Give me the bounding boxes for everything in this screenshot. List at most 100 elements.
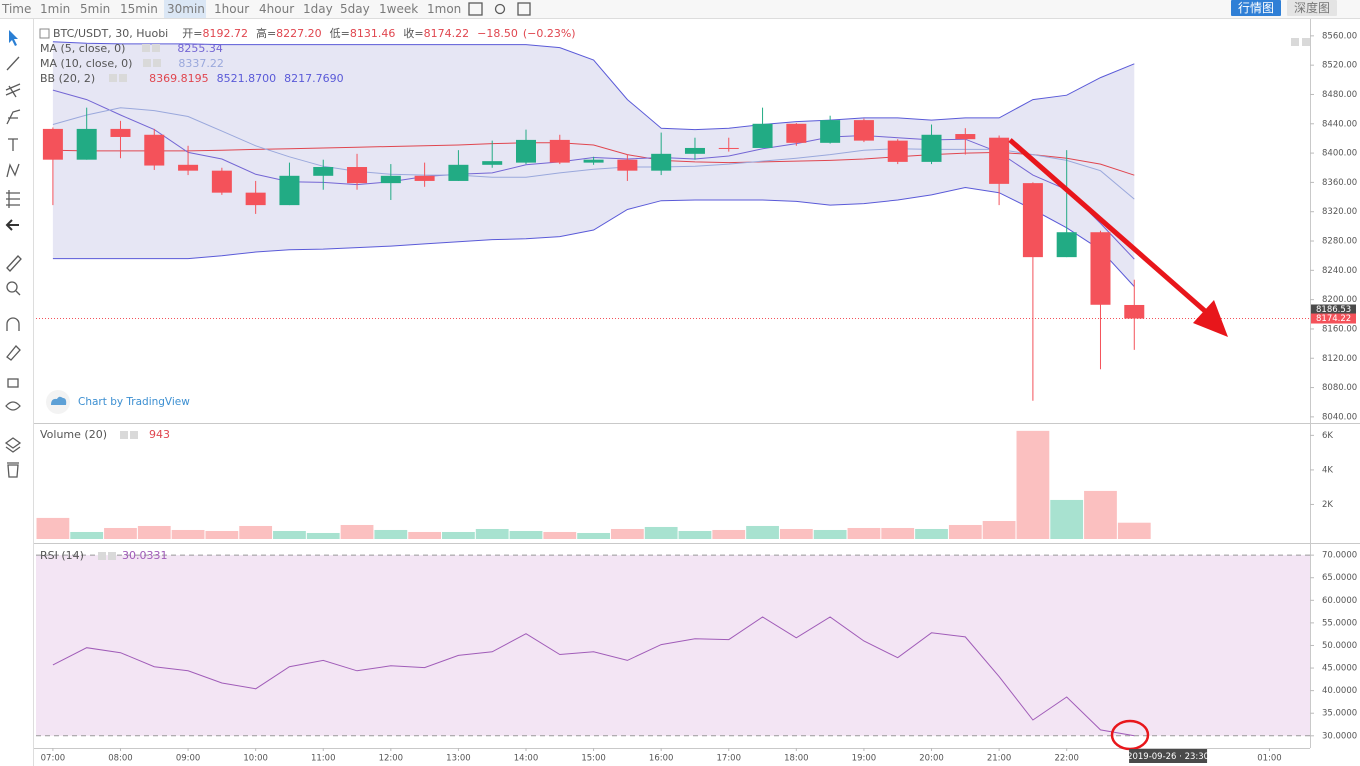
volume-bar [36, 517, 70, 539]
legend-icon[interactable] [130, 431, 138, 439]
volume-legend: Volume (20) 943 [40, 428, 170, 441]
ohlc-value: 8227.20 [276, 27, 322, 40]
plot-area: 8040.00 8080.00 8120.00 8160.00 8200.00 8240.… [36, 31, 1357, 764]
interval-button[interactable]: 5day [340, 2, 370, 16]
view-tab-bg[interactable] [1287, 0, 1337, 16]
candle-body [1022, 183, 1043, 258]
top-toolbar [0, 0, 1360, 18]
volume-bar [779, 528, 813, 539]
ohlc-label: 收= [403, 26, 423, 40]
collapse-icon[interactable] [39, 28, 50, 39]
symbol-title: BTC/USDT, 30, Huobi [53, 27, 168, 40]
volume-bar [915, 528, 948, 539]
pane-button[interactable] [1302, 38, 1310, 46]
candle-body [651, 153, 672, 171]
legend-icon[interactable] [143, 59, 151, 67]
tool-brush[interactable] [6, 109, 21, 125]
tool-text[interactable] [8, 138, 18, 151]
tool-prediction[interactable] [6, 190, 20, 208]
interval-button[interactable]: 1hour [214, 2, 249, 16]
tool-cursor[interactable] [9, 30, 18, 46]
bb-upper [52, 41, 1135, 131]
tool-eye[interactable] [5, 401, 21, 411]
candle-body [110, 128, 131, 137]
interval-button[interactable]: 30min [167, 2, 205, 16]
interval-button[interactable]: 1min [40, 2, 70, 16]
crosshair-price: 8186.53 [1316, 305, 1351, 315]
tool-zoom[interactable] [6, 281, 18, 293]
x-tick-label: 12:00 [379, 754, 404, 764]
y-tick-label: 8080.00 [1322, 383, 1357, 393]
volume-bar [340, 524, 374, 539]
legend-name: MA (10, close, 0) [40, 57, 132, 70]
interval-button[interactable]: 1week [379, 2, 418, 16]
candle-body [1090, 232, 1111, 305]
x-tick-label: 07:00 [41, 754, 66, 764]
candle-body [752, 123, 773, 148]
change-value: −18.50 [477, 27, 518, 40]
volume-bar [813, 529, 847, 539]
tool-back[interactable] [5, 219, 19, 231]
view-tab[interactable]: 行情图 [1238, 1, 1274, 15]
tool-fib[interactable] [5, 83, 21, 98]
tool-ruler[interactable] [6, 255, 22, 272]
candle-body [313, 167, 334, 176]
legend-icon[interactable] [153, 59, 161, 67]
tool-trash[interactable] [7, 462, 19, 478]
candle-body [482, 161, 503, 165]
trend-arrow [1008, 138, 1207, 313]
legend-icon[interactable] [98, 552, 106, 560]
candle-body [279, 175, 300, 206]
icon-fullscreen[interactable] [517, 2, 531, 16]
volume-bar [137, 525, 171, 539]
volume-bar [374, 529, 408, 539]
y-tick-label: 50.0000 [1322, 641, 1357, 651]
candle-body [42, 128, 63, 160]
volume-bar [982, 520, 1016, 539]
tool-lock-draw[interactable] [6, 345, 21, 361]
volume-bar [171, 529, 205, 539]
ohlc-value: 8174.22 [424, 27, 470, 40]
volume-bar [577, 532, 610, 539]
legend-icon[interactable] [109, 74, 117, 82]
tool-magnet[interactable] [6, 317, 20, 331]
pane-button[interactable] [1291, 38, 1299, 46]
interval-button[interactable]: 4hour [259, 2, 294, 16]
tool-line[interactable] [6, 56, 20, 71]
interval-button[interactable]: 1mon [427, 2, 461, 16]
x-tick-label: 21:00 [987, 754, 1012, 764]
tool-lock[interactable] [7, 378, 19, 388]
candle-body [245, 192, 266, 206]
y-tick-label: 60.0000 [1322, 596, 1357, 606]
tool-pattern[interactable] [6, 163, 20, 178]
y-tick-label: 2K [1322, 500, 1333, 510]
ma-line [52, 107, 1135, 200]
interval-button[interactable]: 1day [303, 2, 333, 16]
volume-bar [1050, 499, 1084, 539]
crosshair-time-bg [1129, 749, 1208, 763]
legend-icon[interactable] [152, 44, 160, 52]
crosshair-time: 2019-09-26 · 23:30 [1127, 752, 1209, 762]
y-tick-label: 8560.00 [1322, 31, 1357, 41]
interval-button[interactable]: 15min [120, 2, 158, 16]
legend-icon[interactable] [119, 74, 127, 82]
legend-value: 8217.7690 [284, 72, 344, 85]
interval-bar: Time 1min 5min 15min 30min 1hour 4hour 1day 5day… [1, 0, 1337, 18]
x-tick-label: 11:00 [311, 754, 336, 764]
volume-bar [205, 530, 239, 539]
tool-layers[interactable] [4, 437, 22, 453]
icon-compare[interactable] [468, 2, 483, 16]
legend-icon[interactable] [120, 431, 128, 439]
candle-body [583, 159, 604, 163]
legend-name: BB (20, 2) [40, 72, 95, 85]
y-tick-label: 8160.00 [1322, 324, 1357, 334]
legend-icon[interactable] [142, 44, 150, 52]
legend-icon[interactable] [108, 552, 116, 560]
volume-bar [1117, 522, 1151, 539]
interval-button[interactable]: 5min [80, 2, 110, 16]
view-tab[interactable]: 深度图 [1294, 0, 1330, 15]
x-tick-label: 10:00 [243, 754, 268, 764]
candle-body [347, 167, 368, 184]
view-tab-bg[interactable] [1231, 0, 1281, 16]
icon-settings[interactable] [494, 3, 506, 15]
